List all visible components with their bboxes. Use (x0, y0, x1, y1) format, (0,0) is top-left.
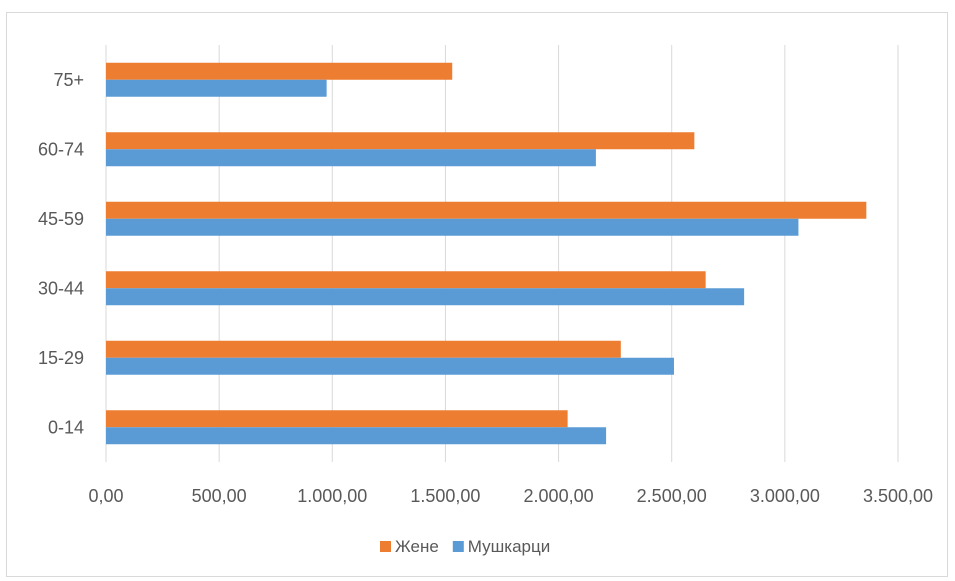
x-tick-label: 3.500,00 (863, 486, 933, 506)
y-tick-label: 45-59 (38, 209, 84, 229)
y-tick-label: 15-29 (38, 348, 84, 368)
y-tick-label: 30-44 (38, 278, 84, 298)
bar-mushkarci-45-59 (106, 218, 799, 236)
legend-label: Жене (395, 537, 439, 556)
bar-zhene-30-44 (106, 271, 706, 289)
bar-mushkarci-0-14 (106, 427, 607, 445)
legend-swatch (380, 541, 391, 552)
bar-mushkarci-75+ (106, 79, 327, 97)
bar-mushkarci-15-29 (106, 357, 674, 375)
x-tick-label: 2.500,00 (637, 486, 707, 506)
x-tick-label: 1.000,00 (297, 486, 367, 506)
bar-zhene-15-29 (106, 340, 621, 358)
y-tick-label: 75+ (53, 70, 84, 90)
x-tick-label: 3.000,00 (750, 486, 820, 506)
x-tick-label: 0,00 (88, 486, 123, 506)
legend-label: Мушкарци (468, 537, 550, 556)
bar-zhene-45-59 (106, 201, 867, 219)
x-tick-label: 1.500,00 (410, 486, 480, 506)
y-tick-label: 60-74 (38, 139, 84, 159)
bar-mushkarci-60-74 (106, 149, 596, 167)
x-tick-label: 2.000,00 (524, 486, 594, 506)
bar-zhene-60-74 (106, 132, 695, 150)
y-tick-label: 0-14 (48, 417, 84, 437)
bar-zhene-75+ (106, 62, 453, 80)
bar-zhene-0-14 (106, 410, 568, 428)
legend-swatch (452, 541, 464, 552)
x-tick-label: 500,00 (192, 486, 247, 506)
bar-mushkarci-30-44 (106, 288, 745, 306)
